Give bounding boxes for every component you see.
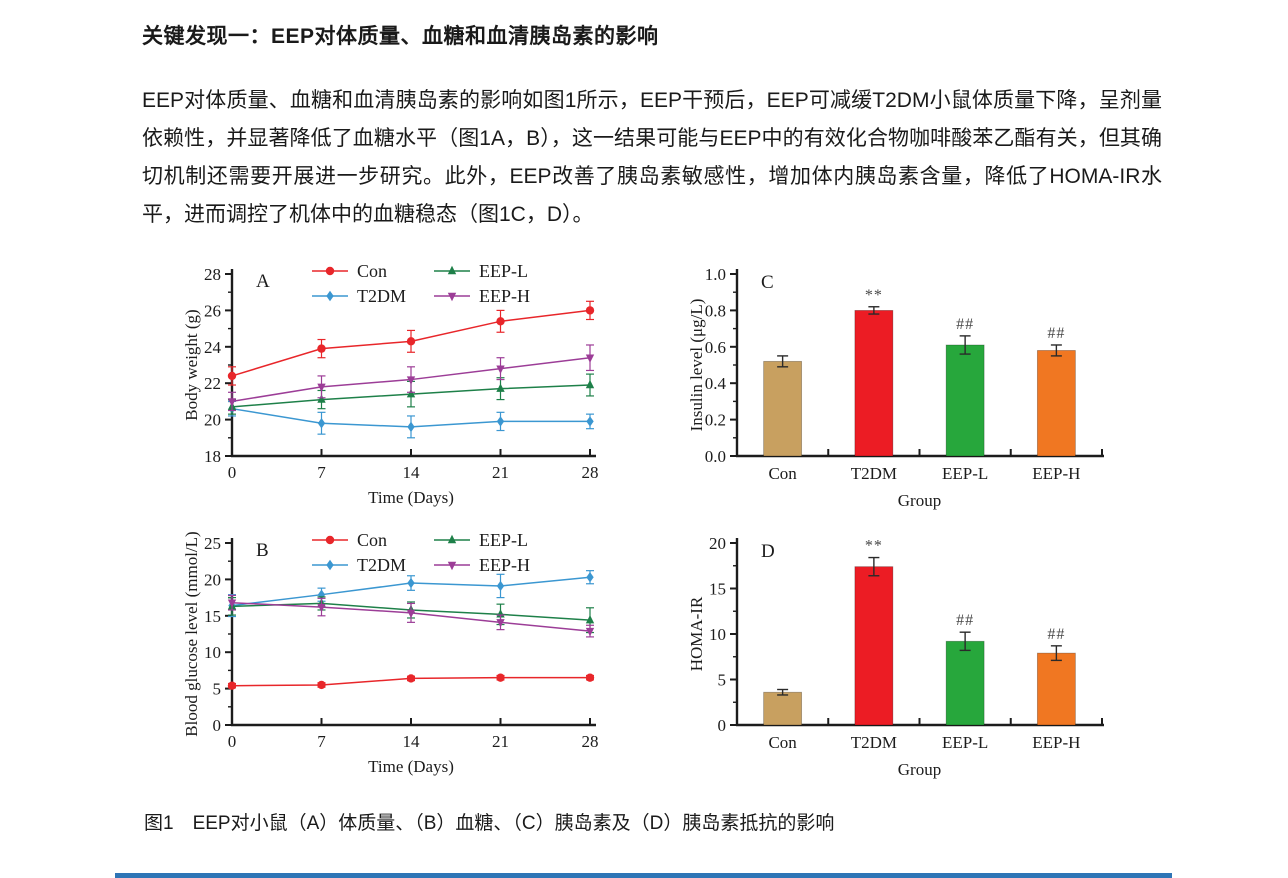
bar-chart-homa-ir: 0 5 10 15 20 Con ** T2DM ## EEP-L ## EEP-H Group HOMA… <box>687 525 1147 792</box>
svg-text:Body weight (g): Body weight (g) <box>182 309 201 420</box>
svg-text:28: 28 <box>582 463 599 482</box>
figure-1: 18 20 22 24 26 28 0 7 14 21 28 Time (Days) Body weig… <box>142 256 1162 792</box>
chart-D-svg: 0 5 10 15 20 Con ** T2DM ## EEP-L ## EEP-H Group HOMA… <box>687 534 1104 779</box>
svg-text:EEP-L: EEP-L <box>942 464 988 483</box>
svg-text:##: ## <box>956 612 974 629</box>
svg-text:7: 7 <box>317 463 326 482</box>
bottom-accent-bar <box>115 873 1172 878</box>
svg-text:24: 24 <box>204 338 222 357</box>
svg-text:Blood glucose level (mmol/L): Blood glucose level (mmol/L) <box>182 531 201 736</box>
svg-text:5: 5 <box>213 680 222 699</box>
svg-text:0.4: 0.4 <box>705 374 727 393</box>
svg-text:14: 14 <box>403 463 421 482</box>
svg-text:EEP-H: EEP-H <box>1032 733 1080 752</box>
svg-text:Con: Con <box>357 261 387 281</box>
svg-text:0.0: 0.0 <box>705 447 726 466</box>
bar-chart-insulin-level: 0.0 0.2 0.4 0.6 0.8 1.0 Con ** T2DM ## EEP-L ## EEP-… <box>687 256 1147 523</box>
svg-text:Insulin level (μg/L): Insulin level (μg/L) <box>687 299 706 432</box>
svg-text:0: 0 <box>228 463 237 482</box>
body-paragraph: EEP对体质量、血糖和血清胰岛素的影响如图1所示，EEP干预后，EEP可减缓T2… <box>142 89 1162 226</box>
chart-C-svg: 0.0 0.2 0.4 0.6 0.8 1.0 Con ** T2DM ## EEP-L ## EEP-… <box>687 265 1104 510</box>
svg-text:**: ** <box>865 538 883 555</box>
svg-text:EEP-H: EEP-H <box>479 555 530 575</box>
svg-text:Group: Group <box>898 491 941 510</box>
svg-text:T2DM: T2DM <box>357 555 406 575</box>
svg-text:7: 7 <box>317 732 326 751</box>
svg-text:Group: Group <box>898 760 941 779</box>
svg-text:T2DM: T2DM <box>851 733 897 752</box>
svg-text:EEP-H: EEP-H <box>479 286 530 306</box>
document-page: 关键发现一：EEP对体质量、血糖和血清胰岛素的影响 EEP对体质量、血糖和血清胰… <box>142 16 1162 835</box>
chart-A-svg: 18 20 22 24 26 28 0 7 14 21 28 Time (Days) Body weig… <box>182 261 599 507</box>
svg-text:15: 15 <box>204 607 221 626</box>
svg-text:T2DM: T2DM <box>357 286 406 306</box>
svg-text:28: 28 <box>204 265 221 284</box>
svg-text:**: ** <box>865 287 883 304</box>
svg-text:##: ## <box>1047 325 1065 342</box>
svg-text:14: 14 <box>403 732 421 751</box>
svg-text:26: 26 <box>204 301 221 320</box>
svg-text:1.0: 1.0 <box>705 265 726 284</box>
svg-text:0.2: 0.2 <box>705 411 726 430</box>
svg-text:EEP-L: EEP-L <box>942 733 988 752</box>
svg-text:HOMA-IR: HOMA-IR <box>687 596 706 671</box>
svg-text:20: 20 <box>204 411 221 430</box>
svg-text:28: 28 <box>582 732 599 751</box>
svg-text:EEP-H: EEP-H <box>1032 464 1080 483</box>
svg-text:Con: Con <box>357 530 387 550</box>
svg-text:20: 20 <box>709 534 726 553</box>
svg-text:10: 10 <box>709 625 726 644</box>
figure-caption: 图1 EEP对小鼠（A）体质量、（B）血糖、（C）胰岛素及（D）胰岛素抵抗的影响 <box>144 813 835 834</box>
svg-text:0: 0 <box>718 716 727 735</box>
svg-text:5: 5 <box>718 671 727 690</box>
svg-text:15: 15 <box>709 580 726 599</box>
svg-text:18: 18 <box>204 447 221 466</box>
svg-text:D: D <box>761 541 775 562</box>
chart-B-svg: 0 5 10 15 20 25 0 7 14 21 28 Time (Days) Blood gluco… <box>182 530 599 776</box>
svg-text:0: 0 <box>228 732 237 751</box>
line-chart-blood-glucose: 0 5 10 15 20 25 0 7 14 21 28 Time (Days) Blood gluco… <box>182 525 687 792</box>
svg-text:0.8: 0.8 <box>705 301 726 320</box>
svg-text:B: B <box>256 540 269 561</box>
line-chart-body-weight: 18 20 22 24 26 28 0 7 14 21 28 Time (Days) Body weig… <box>182 256 687 523</box>
svg-text:Time (Days): Time (Days) <box>368 757 454 776</box>
svg-text:A: A <box>256 271 270 292</box>
svg-text:21: 21 <box>492 732 509 751</box>
svg-text:10: 10 <box>204 643 221 662</box>
svg-text:EEP-L: EEP-L <box>479 530 528 550</box>
svg-text:Con: Con <box>768 733 797 752</box>
svg-text:20: 20 <box>204 570 221 589</box>
svg-text:25: 25 <box>204 534 221 553</box>
svg-text:Time (Days): Time (Days) <box>368 488 454 507</box>
svg-text:21: 21 <box>492 463 509 482</box>
svg-text:C: C <box>761 272 774 293</box>
svg-text:EEP-L: EEP-L <box>479 261 528 281</box>
svg-text:0: 0 <box>213 716 222 735</box>
svg-text:##: ## <box>956 316 974 333</box>
svg-text:0.6: 0.6 <box>705 338 726 357</box>
svg-text:##: ## <box>1047 626 1065 643</box>
svg-text:22: 22 <box>204 374 221 393</box>
svg-text:T2DM: T2DM <box>851 464 897 483</box>
svg-text:Con: Con <box>768 464 797 483</box>
section-heading: 关键发现一：EEP对体质量、血糖和血清胰岛素的影响 <box>142 25 659 48</box>
